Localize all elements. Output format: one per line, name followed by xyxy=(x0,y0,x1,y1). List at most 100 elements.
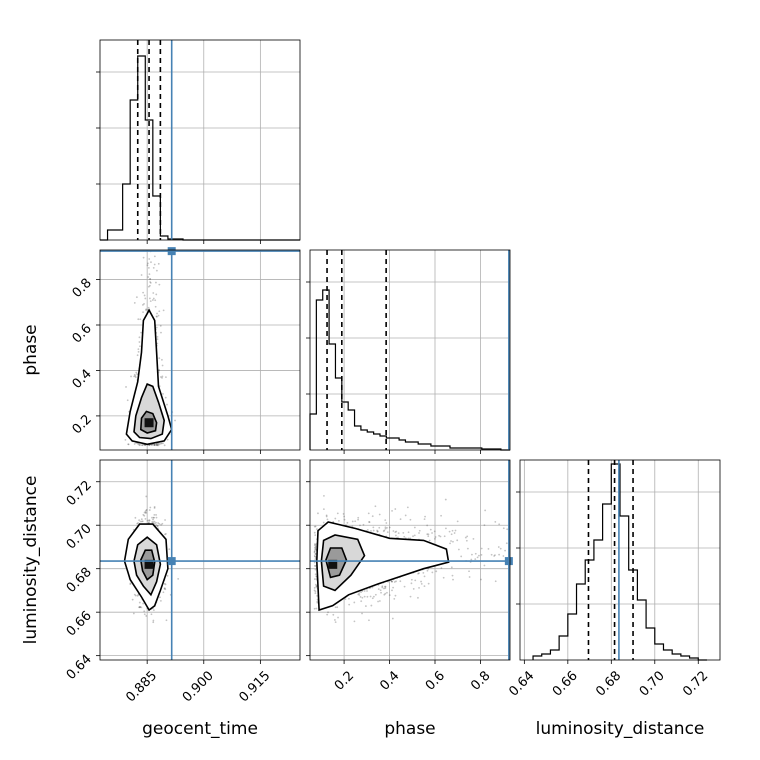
sample-point xyxy=(143,294,146,297)
sample-point xyxy=(133,443,136,445)
sample-point xyxy=(530,512,532,514)
sample-point xyxy=(148,208,150,210)
sample-point xyxy=(133,375,136,378)
sample-point xyxy=(587,529,589,531)
sample-point xyxy=(386,526,388,529)
sample-point xyxy=(326,613,329,616)
sample-point xyxy=(138,336,141,339)
sample-point xyxy=(317,512,319,515)
sample-point xyxy=(156,524,159,527)
sample-point xyxy=(456,520,459,523)
sample-point xyxy=(343,515,346,518)
sample-point xyxy=(376,529,378,532)
sample-point xyxy=(149,506,152,509)
sample-point xyxy=(337,616,339,619)
sample-point xyxy=(159,324,162,327)
sample-point xyxy=(141,444,144,447)
sample-point xyxy=(327,611,329,614)
sample-point xyxy=(357,516,360,519)
sample-point xyxy=(448,530,451,533)
sample-point xyxy=(154,305,157,308)
y-tick-label: 0.4 xyxy=(70,367,95,392)
x-axis-label-luminosity_distance: luminosity_distance xyxy=(536,719,705,739)
sample-point xyxy=(353,601,356,604)
sample-point xyxy=(159,599,162,602)
x-tick-label: 0.68 xyxy=(593,668,624,699)
sample-point xyxy=(158,357,161,360)
x-tick-label: 0.64 xyxy=(506,668,537,699)
sample-point xyxy=(374,505,377,508)
sample-point xyxy=(487,547,490,550)
sample-point xyxy=(142,304,144,306)
sample-point xyxy=(414,579,417,582)
sample-point xyxy=(153,505,156,508)
sample-point xyxy=(383,593,386,596)
x-tick-label: 0.72 xyxy=(680,668,711,699)
sample-point xyxy=(159,376,162,378)
sample-point xyxy=(393,597,396,600)
sample-point xyxy=(155,269,158,272)
sample-point xyxy=(353,620,356,623)
sample-point xyxy=(314,549,316,552)
sample-point xyxy=(166,574,169,577)
sample-point xyxy=(146,264,149,267)
sample-point xyxy=(153,520,156,523)
sample-point xyxy=(336,606,339,609)
sample-point xyxy=(362,523,365,526)
histogram-luminosity_distance xyxy=(532,463,707,661)
sample-point xyxy=(315,607,318,610)
sample-point xyxy=(395,530,398,533)
sample-point xyxy=(454,529,457,532)
sample-point xyxy=(371,515,374,518)
sample-point xyxy=(343,518,346,521)
sample-point xyxy=(144,297,147,300)
panel-frame xyxy=(309,249,511,451)
sample-point xyxy=(361,612,363,615)
sample-point xyxy=(149,300,152,303)
density-peak xyxy=(144,418,154,428)
pair-panel-phase-luminosity_distance xyxy=(309,459,608,661)
sample-point xyxy=(154,444,157,446)
sample-point xyxy=(148,284,151,287)
sample-point xyxy=(137,593,140,596)
sample-point xyxy=(390,580,393,582)
sample-point xyxy=(127,443,130,446)
sample-point xyxy=(498,523,501,526)
sample-point xyxy=(606,542,608,544)
sample-point xyxy=(418,529,421,532)
sample-point xyxy=(466,535,469,538)
sample-point xyxy=(444,498,447,501)
sample-point xyxy=(450,540,452,542)
x-tick-label: 0.6 xyxy=(423,668,448,693)
sample-point xyxy=(135,371,138,374)
sample-point xyxy=(326,518,329,521)
sample-point xyxy=(140,606,143,609)
sample-point xyxy=(395,580,397,583)
sample-point xyxy=(150,443,153,446)
sample-point xyxy=(156,444,158,446)
sample-point xyxy=(162,591,165,594)
sample-point xyxy=(148,258,151,260)
contour-line xyxy=(315,521,450,612)
sample-point xyxy=(395,534,397,537)
sample-point xyxy=(536,503,538,505)
panel-frame xyxy=(99,39,301,241)
sample-point xyxy=(474,558,477,561)
sample-point xyxy=(418,572,420,575)
sample-point xyxy=(152,266,155,269)
sample-point xyxy=(139,318,142,321)
sample-point xyxy=(543,539,545,541)
sample-point xyxy=(140,520,143,523)
sample-point xyxy=(410,578,413,581)
sample-point xyxy=(336,512,339,515)
sample-point xyxy=(316,600,319,603)
sample-point xyxy=(138,601,141,604)
panel-frame xyxy=(99,459,301,661)
sample-point xyxy=(402,531,405,534)
sample-point xyxy=(136,354,139,357)
sample-point xyxy=(153,522,156,525)
sample-point xyxy=(153,255,156,258)
sample-point xyxy=(418,532,420,534)
sample-point xyxy=(152,236,154,238)
sample-point xyxy=(381,586,384,589)
